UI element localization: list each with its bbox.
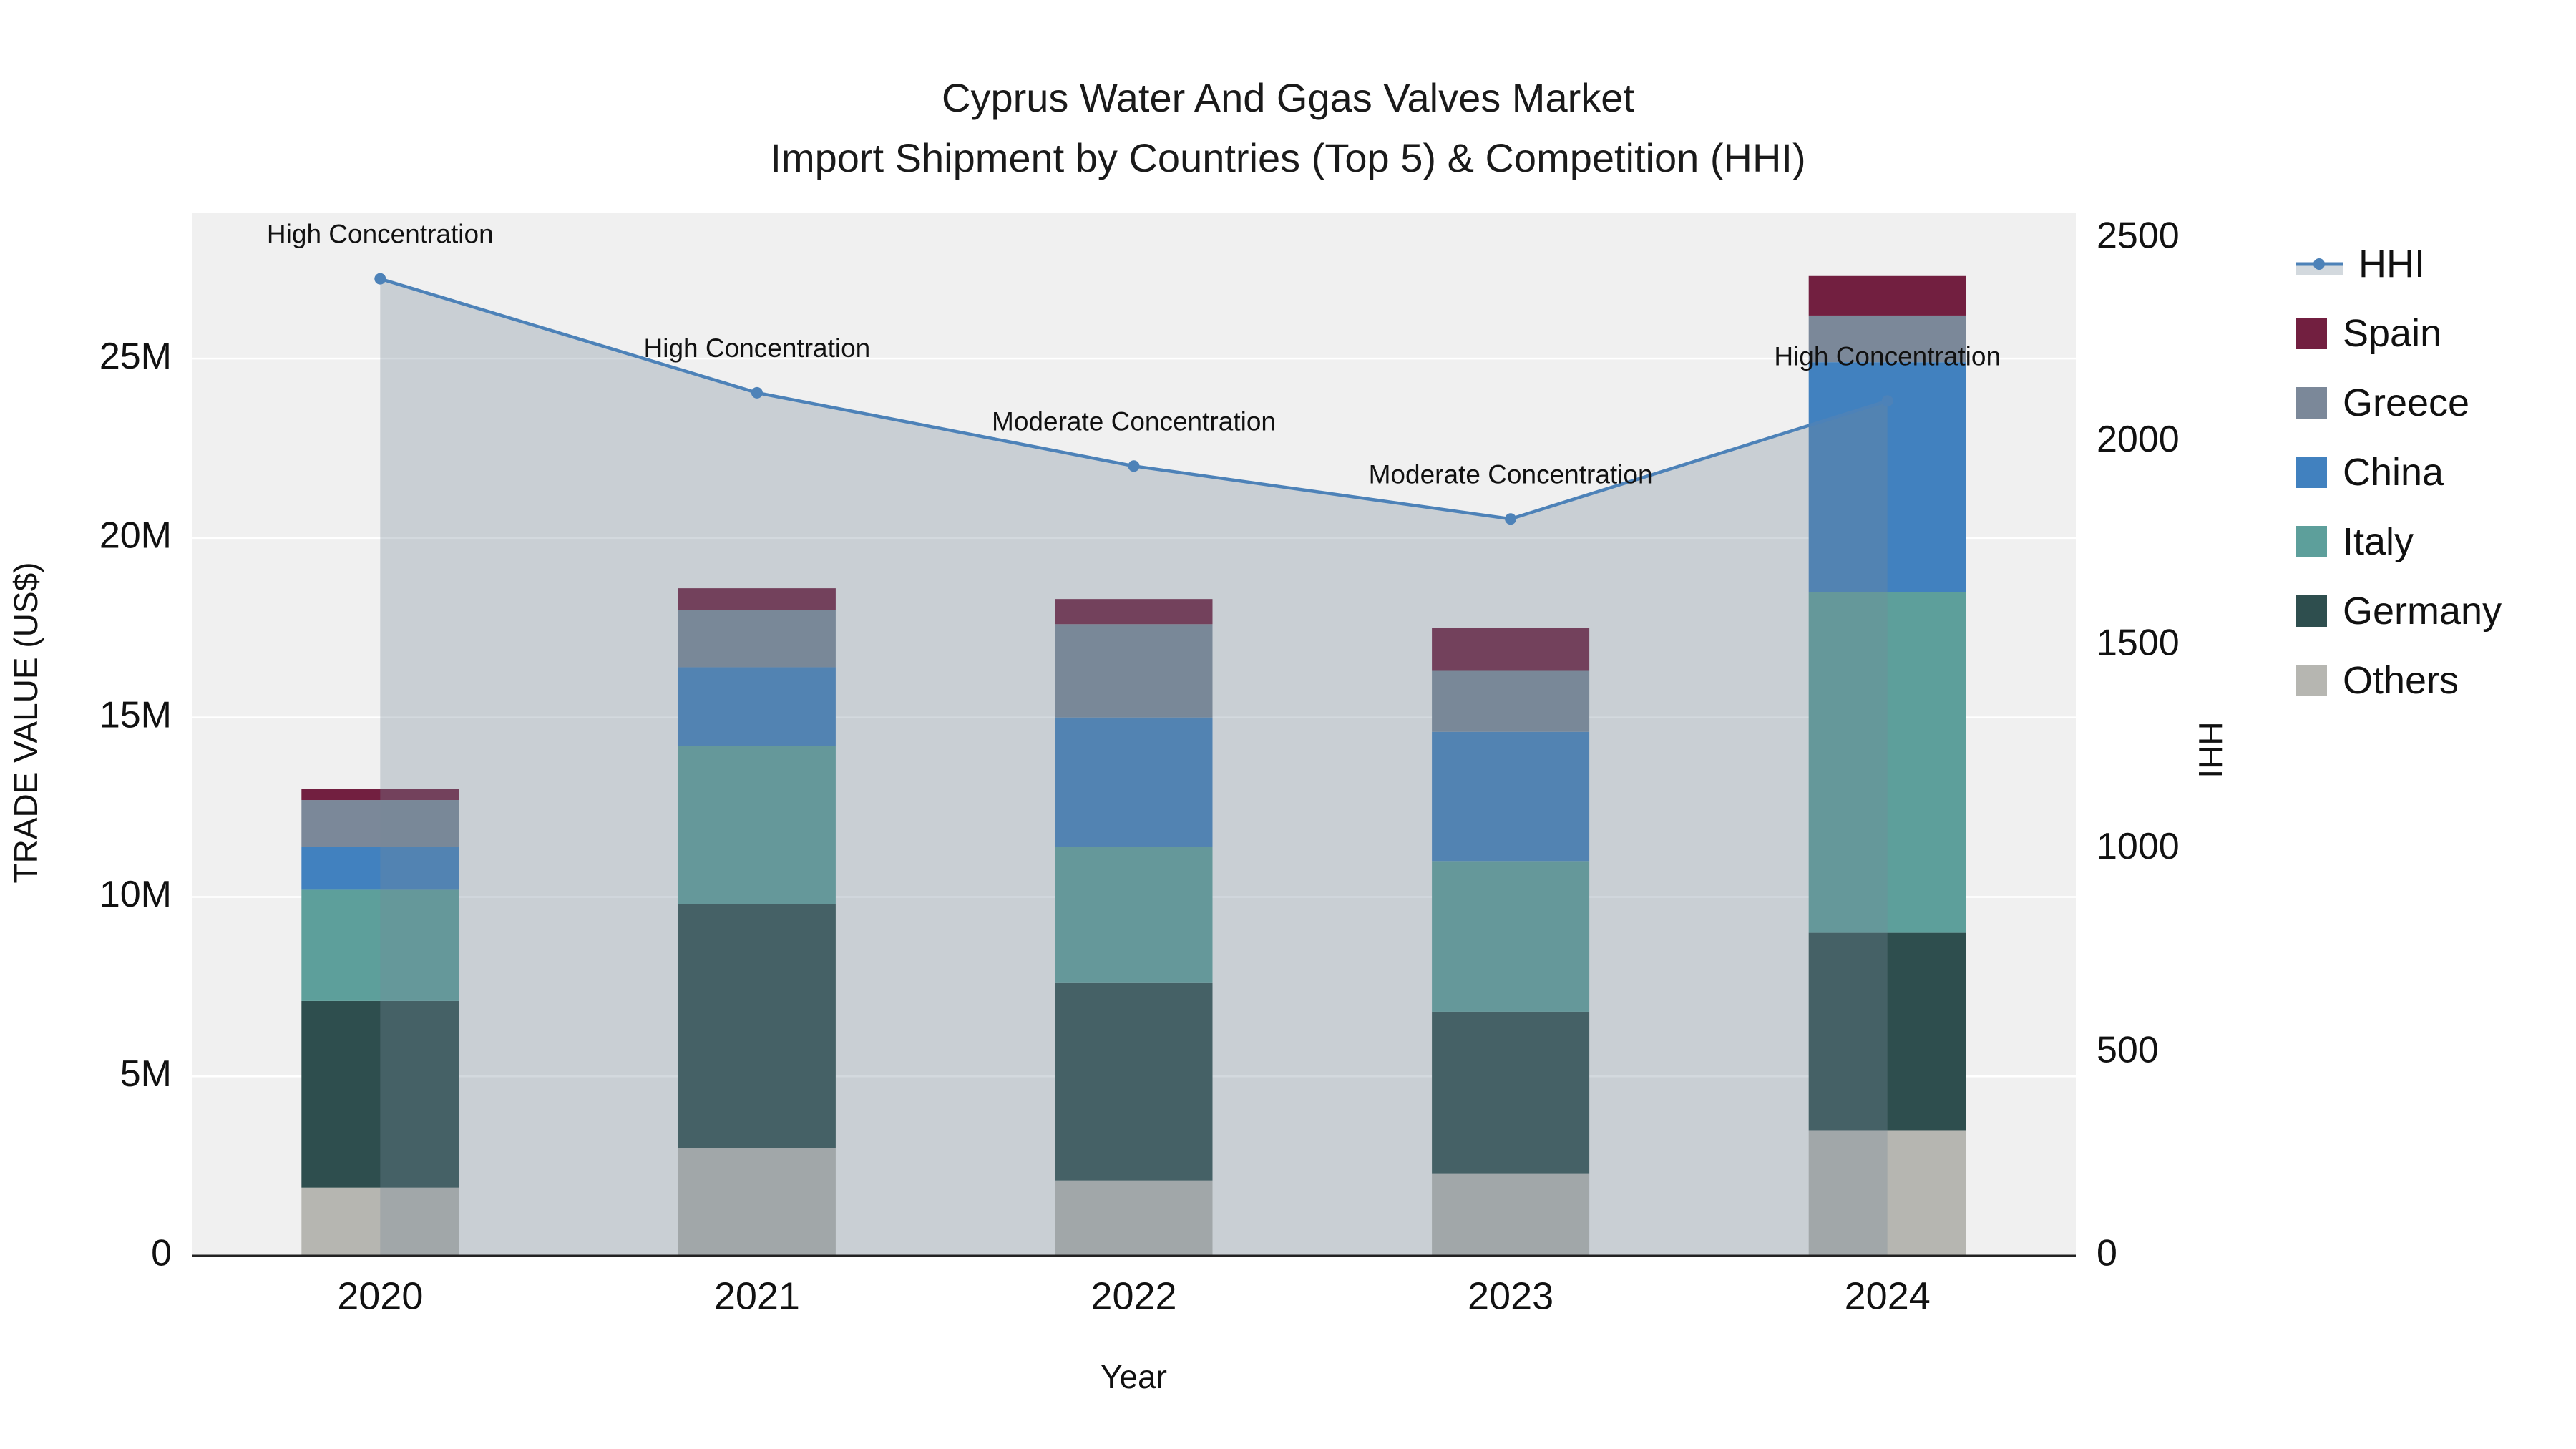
right-tick-label: 0: [2097, 1233, 2117, 1274]
bar-segment-italy-2021: [678, 746, 836, 904]
legend-label: China: [2343, 450, 2444, 494]
bar-segment-greece-2021: [678, 610, 836, 668]
right-tick-label: 2000: [2097, 419, 2180, 460]
legend-label: Italy: [2343, 519, 2414, 563]
annotation-2022: Moderate Concentration: [992, 406, 1276, 436]
bar-segment-germany-2020: [301, 1000, 459, 1188]
bar-segment-spain-2020: [301, 789, 459, 801]
bar-segment-spain-2024: [1808, 275, 1966, 316]
legend-square-swatch: [2296, 456, 2327, 488]
annotation-2024: High Concentration: [1774, 341, 2001, 371]
bar-segment-italy-2022: [1055, 847, 1213, 983]
left-tick-label: 20M: [99, 515, 172, 557]
legend-square-swatch: [2296, 386, 2327, 419]
bar-segment-germany-2023: [1432, 1011, 1590, 1174]
chart-title-line1: Cyprus Water And Ggas Valves Market: [942, 75, 1634, 120]
hhi-marker-2021: [751, 386, 763, 399]
bar-segment-germany-2021: [678, 904, 836, 1148]
hhi-marker-2024: [1881, 395, 1893, 407]
hhi-marker-2023: [1505, 513, 1517, 525]
bar-segment-germany-2024: [1808, 932, 1966, 1131]
bar-segment-spain-2021: [678, 588, 836, 610]
bar-segment-italy-2020: [301, 889, 459, 1001]
legend-square-swatch: [2296, 317, 2327, 349]
hhi-marker-2020: [374, 273, 386, 285]
bar-segment-germany-2022: [1055, 982, 1213, 1181]
legend-label: Greece: [2343, 381, 2470, 424]
bar-segment-spain-2023: [1432, 628, 1590, 671]
legend-label: Germany: [2343, 589, 2502, 633]
hhi-marker-2022: [1128, 460, 1140, 472]
bar-segment-others-2021: [678, 1148, 836, 1256]
legend-item-spain[interactable]: Spain: [2296, 298, 2502, 368]
legend-item-italy[interactable]: Italy: [2296, 507, 2502, 576]
annotation-2021: High Concentration: [644, 333, 871, 363]
annotation-2023: Moderate Concentration: [1369, 459, 1653, 489]
y-axis-title-right: HHI: [2192, 721, 2229, 778]
bar-segment-china-2020: [301, 847, 459, 890]
legend-square-swatch: [2296, 525, 2327, 557]
legend-item-others[interactable]: Others: [2296, 645, 2502, 715]
left-tick-label: 10M: [99, 874, 172, 915]
legend: HHI Spain Greece China Italy Germany Others: [2296, 229, 2502, 715]
legend-square-swatch: [2296, 595, 2327, 627]
x-tick-label-2022: 2022: [1091, 1274, 1176, 1317]
bar-segment-china-2021: [678, 667, 836, 746]
left-tick-label: 25M: [99, 336, 172, 377]
bar-segment-others-2024: [1808, 1130, 1966, 1256]
bar-segment-italy-2024: [1808, 592, 1966, 933]
right-tick-label: 500: [2097, 1029, 2159, 1070]
bar-segment-greece-2023: [1432, 670, 1590, 732]
x-tick-label-2021: 2021: [714, 1274, 800, 1317]
left-tick-label: 0: [151, 1233, 172, 1274]
legend-item-greece[interactable]: Greece: [2296, 368, 2502, 437]
legend-item-hhi[interactable]: HHI: [2296, 229, 2502, 298]
x-tick-label-2023: 2023: [1468, 1274, 1553, 1317]
left-tick-label: 15M: [99, 694, 172, 736]
bar-segment-greece-2020: [301, 800, 459, 847]
legend-label: Spain: [2343, 311, 2442, 355]
chart-title: Cyprus Water And Ggas Valves Market Impo…: [0, 68, 2576, 188]
legend-label: Others: [2343, 658, 2459, 702]
legend-line-swatch: [2296, 258, 2343, 275]
bar-segment-china-2022: [1055, 717, 1213, 847]
annotation-2020: High Concentration: [267, 220, 494, 249]
x-tick-label-2020: 2020: [337, 1274, 423, 1317]
left-tick-label: 5M: [120, 1053, 172, 1095]
bar-segment-china-2023: [1432, 731, 1590, 862]
right-tick-label: 2500: [2097, 215, 2180, 256]
right-tick-label: 1000: [2097, 826, 2180, 867]
bar-segment-greece-2024: [1808, 315, 1966, 363]
legend-item-germany[interactable]: Germany: [2296, 576, 2502, 645]
right-tick-label: 1500: [2097, 622, 2180, 663]
y-axis-title-left: TRADE VALUE (US$): [7, 562, 44, 883]
bar-segment-others-2020: [301, 1187, 459, 1256]
chart-title-line2: Import Shipment by Countries (Top 5) & C…: [770, 135, 1806, 180]
bar-segment-others-2022: [1055, 1180, 1213, 1256]
legend-item-china[interactable]: China: [2296, 437, 2502, 507]
legend-label: HHI: [2358, 242, 2425, 286]
bar-segment-others-2023: [1432, 1173, 1590, 1256]
bar-segment-greece-2022: [1055, 624, 1213, 718]
bar-segment-italy-2023: [1432, 861, 1590, 1012]
x-axis-title: Year: [1101, 1358, 1167, 1395]
x-tick-label-2024: 2024: [1845, 1274, 1931, 1317]
bar-segment-spain-2022: [1055, 599, 1213, 625]
legend-square-swatch: [2296, 664, 2327, 696]
